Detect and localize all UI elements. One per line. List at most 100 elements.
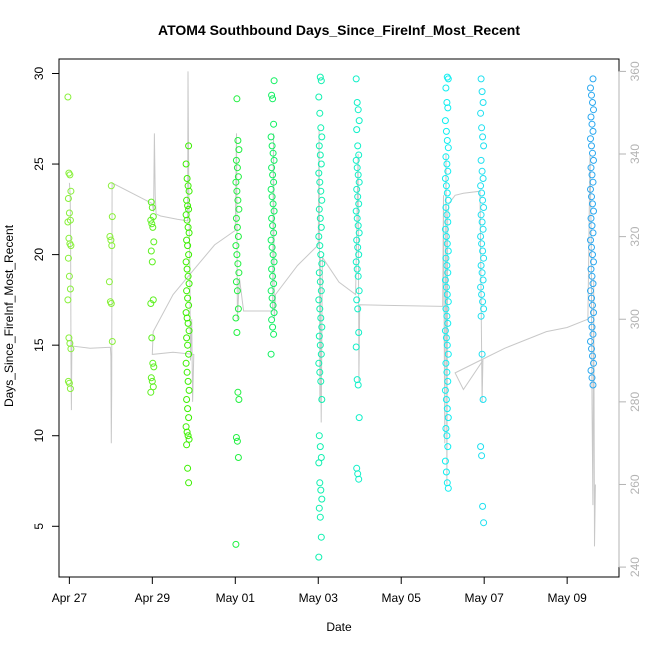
data-point (315, 169, 323, 177)
data-point (185, 479, 193, 487)
y2-tick-label: 360 (628, 61, 642, 81)
data-point (354, 193, 362, 201)
data-point (316, 368, 324, 376)
series-2024-05-06 (441, 73, 452, 492)
y2-tick-label: 300 (628, 309, 642, 329)
data-point (443, 291, 451, 298)
data-point (184, 464, 192, 472)
data-point (315, 432, 323, 440)
data-point (587, 135, 594, 143)
data-point (233, 164, 241, 172)
data-point (590, 207, 597, 215)
data-point (353, 236, 361, 244)
secondary-line-layer (68, 71, 596, 547)
data-point (479, 175, 487, 182)
data-point (183, 396, 191, 403)
data-point (318, 323, 326, 331)
data-point (588, 171, 596, 179)
y2-tick-label: 240 (628, 557, 642, 577)
data-point (232, 278, 240, 286)
data-point (315, 504, 323, 512)
data-point (269, 301, 277, 309)
data-point (478, 124, 486, 132)
data-point (183, 368, 191, 376)
data-point (183, 287, 191, 295)
data-point (182, 359, 190, 367)
secondary-series-line (68, 71, 596, 547)
data-point (353, 265, 361, 273)
data-point (353, 164, 361, 172)
data-point (64, 195, 72, 202)
data-point (184, 319, 192, 327)
data-point (185, 301, 193, 309)
data-point (587, 338, 594, 345)
data-point (315, 359, 323, 367)
x-tick-label: May 09 (547, 591, 587, 605)
data-point (444, 75, 452, 83)
series-2024-05-03 (315, 73, 326, 561)
data-point (235, 146, 243, 154)
data-point (442, 182, 450, 190)
data-point (354, 272, 362, 280)
data-point (185, 386, 193, 394)
data-point (590, 309, 597, 317)
data-point (232, 242, 240, 250)
data-point (147, 247, 155, 255)
data-point (66, 385, 74, 393)
data-point (270, 156, 278, 164)
data-point (316, 479, 324, 487)
data-point (441, 386, 449, 394)
data-point (316, 178, 324, 186)
y-tick-label: 15 (32, 338, 46, 352)
data-point (316, 242, 324, 250)
data-point (318, 196, 326, 204)
data-point (235, 396, 243, 403)
data-point (316, 214, 324, 222)
data-point (149, 223, 157, 231)
data-point (480, 204, 488, 211)
data-point (65, 209, 73, 217)
data-point (479, 196, 487, 204)
data-point (589, 75, 597, 83)
data-point (442, 153, 450, 161)
data-point (183, 334, 191, 342)
data-point (147, 300, 155, 307)
data-point (587, 236, 594, 244)
data-point (268, 316, 276, 324)
data-point (316, 443, 324, 451)
data-point (317, 486, 325, 494)
data-point (232, 434, 240, 441)
data-point (268, 91, 276, 99)
data-point (478, 269, 486, 277)
data-point (587, 185, 594, 193)
data-point (269, 222, 277, 230)
data-point (232, 314, 240, 322)
data-point (353, 185, 361, 193)
data-point (185, 435, 193, 443)
data-point (317, 251, 325, 259)
data-point (149, 383, 157, 391)
data-point (443, 137, 451, 144)
data-point (107, 182, 115, 190)
data-point (267, 350, 275, 358)
data-point (316, 341, 324, 349)
data-point (107, 300, 115, 307)
data-point (478, 189, 486, 197)
data-point (184, 202, 192, 210)
data-point (355, 414, 363, 422)
data-point (269, 200, 277, 208)
series-2024-05-07 (477, 75, 488, 527)
data-point (317, 77, 325, 85)
data-point (354, 171, 362, 179)
data-point (147, 374, 155, 382)
data-point (317, 533, 325, 541)
data-point (315, 142, 323, 150)
data-point (315, 553, 323, 561)
data-point (480, 254, 488, 262)
data-point (442, 305, 450, 313)
data-point (234, 454, 242, 461)
data-point (589, 200, 596, 208)
data-point (590, 359, 597, 367)
data-point (108, 338, 116, 345)
data-point (185, 251, 193, 259)
